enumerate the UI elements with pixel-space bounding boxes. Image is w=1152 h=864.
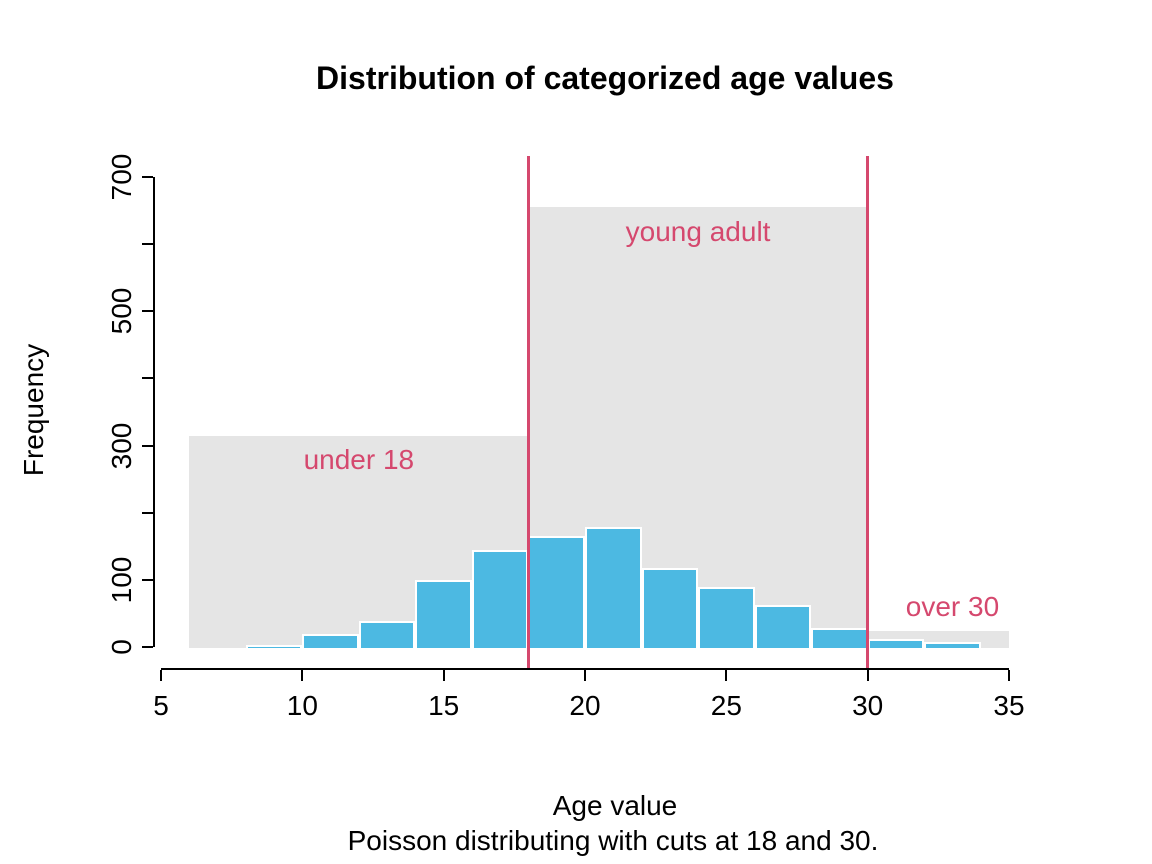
histogram-bar [754,605,812,648]
category-label: over 30 [905,590,1000,622]
category-label: young adult [625,216,771,248]
x-axis-tick [866,670,869,681]
x-axis-tick [1008,670,1010,681]
y-axis-tick [142,511,153,514]
histogram-bar [471,549,529,648]
x-axis-tick-label: 15 [428,690,460,721]
x-axis-tick-label: 30 [852,690,884,721]
x-axis-tick [725,670,728,681]
x-axis-tick [301,670,304,681]
y-axis-tick-label: 300 [106,422,137,469]
histogram-bar [585,527,642,648]
histogram-bar [641,567,699,648]
histogram-bar [698,586,755,648]
y-axis-tick [142,176,153,178]
y-axis-tick [142,646,153,648]
y-axis-tick [142,377,153,380]
chart-title: Distribution of categorized age values [316,60,894,96]
histogram-bar [245,644,303,648]
y-axis-line [153,177,155,647]
y-axis-tick [142,243,153,246]
x-axis-tick-label: 35 [993,690,1025,721]
category-label: under 18 [303,444,415,476]
histogram-bar [811,627,868,648]
histogram-bar [415,579,472,648]
y-axis-tick-label: 500 [106,287,137,335]
x-axis-tick [584,670,586,681]
histogram-bar [867,638,925,648]
cut-line-30 [866,156,870,670]
y-axis-tick-label: 700 [106,153,137,201]
cut-line-18 [526,156,530,670]
x-axis-tick-label: 25 [710,690,742,721]
histogram-bar [302,633,359,648]
x-axis-title: Age value [552,790,678,821]
x-axis-tick-label: 10 [286,690,318,721]
x-axis-tick-label: 20 [569,690,601,721]
x-axis-line [161,668,1009,670]
y-axis-tick [142,310,153,313]
chart-subtitle: Poisson distributing with cuts at 18 and… [347,825,879,856]
y-axis-tick [142,444,153,447]
y-axis-tick [142,578,153,581]
x-axis-tick [160,670,162,681]
histogram-bar [528,535,585,648]
y-axis-tick-label: 0 [106,639,137,655]
y-axis-tick-label: 100 [106,556,137,604]
histogram-bar [924,642,981,648]
x-axis-tick-label: 5 [153,690,169,721]
histogram-bar [358,621,416,648]
x-axis-tick [442,670,445,681]
